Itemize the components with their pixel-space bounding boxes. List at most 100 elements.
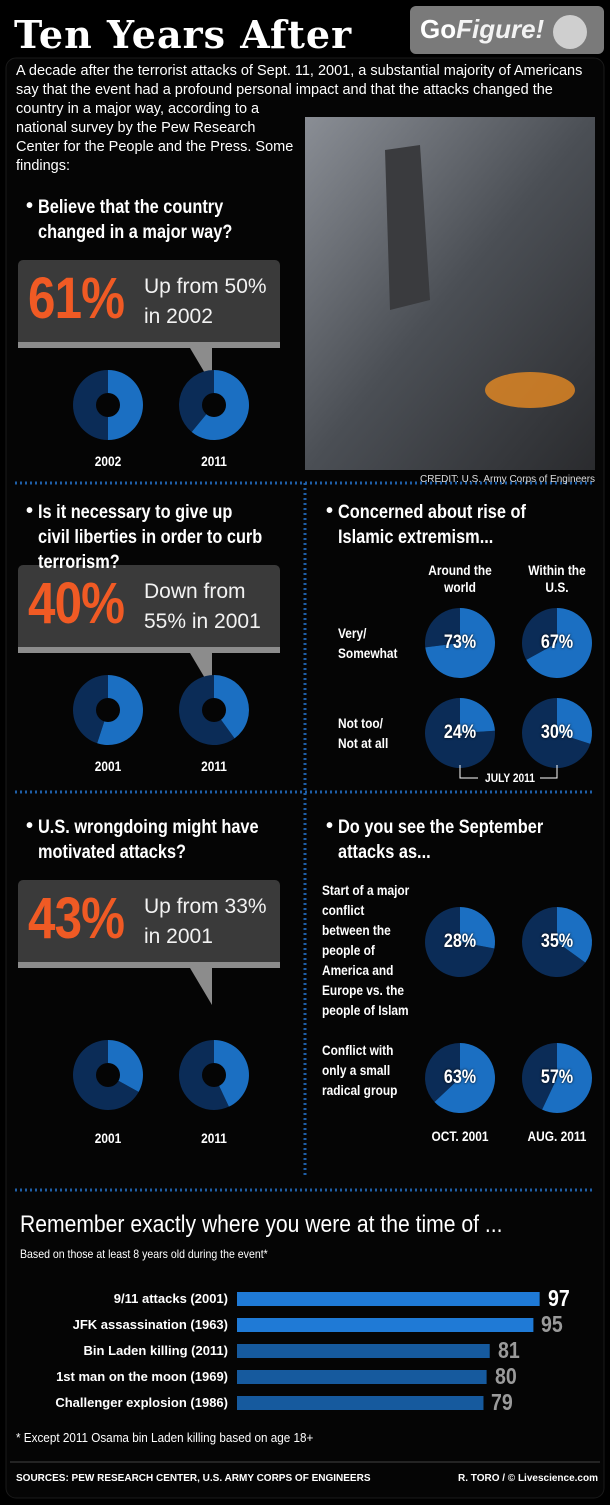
bar bbox=[237, 1292, 540, 1306]
pie-label: 2011 bbox=[201, 1130, 227, 1146]
pie-hole bbox=[202, 698, 226, 722]
pie-value-label: 24% bbox=[443, 722, 477, 743]
spacer bbox=[302, 100, 598, 480]
logo-box bbox=[410, 6, 604, 54]
logo-figure: Figure! bbox=[456, 14, 545, 44]
pie-remainder bbox=[522, 1043, 557, 1110]
bullet: • bbox=[26, 195, 34, 217]
pie-label: 2002 bbox=[94, 453, 122, 469]
pie-remainder bbox=[425, 608, 460, 648]
panel-title: Do you see the September attacks as... bbox=[338, 817, 544, 863]
logo-go: Go bbox=[420, 14, 457, 44]
logo: GoFigure! bbox=[420, 14, 544, 45]
bullet: • bbox=[26, 500, 34, 522]
chart-title: Remember exactly where you were at the t… bbox=[20, 1211, 503, 1238]
intro: A decade after the terrorist attacks of … bbox=[16, 62, 598, 480]
pie-value-label: 57% bbox=[540, 1067, 574, 1088]
panel-title: Is it necessary to give up civil liberti… bbox=[38, 502, 263, 573]
pie-remainder bbox=[425, 1043, 460, 1102]
footnote: * Except 2011 Osama bin Laden killing ba… bbox=[16, 1430, 314, 1445]
callout-pointer bbox=[190, 968, 212, 1005]
callout-box bbox=[18, 260, 280, 348]
pie-remainder bbox=[424, 907, 495, 977]
callout-text: Down from 55% in 2001 bbox=[144, 580, 261, 633]
pie-slice bbox=[460, 907, 496, 949]
pie-remainder bbox=[522, 608, 557, 660]
callout-rule bbox=[18, 647, 280, 653]
bar-label: JFK assassination (1963) bbox=[72, 1317, 228, 1332]
photo-ruin bbox=[385, 145, 430, 310]
callout-text: Up from 33% in 2001 bbox=[144, 895, 267, 948]
bar-label: Bin Laden killing (2011) bbox=[83, 1343, 228, 1358]
callout-text: Up from 50% in 2002 bbox=[144, 275, 267, 328]
pie-slice bbox=[108, 370, 143, 440]
pie-value-label: 30% bbox=[540, 722, 574, 743]
pie-value-label: 63% bbox=[443, 1067, 477, 1088]
pie-slice bbox=[214, 1040, 249, 1107]
credit: R. TORO / © Livescience.com bbox=[457, 1473, 598, 1484]
column-label: AUG. 2011 bbox=[527, 1128, 587, 1144]
bar-label: 1st man on the moon (1969) bbox=[56, 1369, 228, 1384]
callout-box bbox=[18, 565, 280, 653]
pie-slice bbox=[526, 608, 593, 678]
pie-label: 2011 bbox=[201, 758, 227, 774]
bullet: • bbox=[326, 815, 334, 837]
pie-remainder bbox=[522, 907, 586, 978]
pie-value-label: 67% bbox=[540, 632, 574, 653]
callout-rule bbox=[18, 342, 280, 348]
pie-value-label: 73% bbox=[443, 632, 477, 653]
callout-number: 61% bbox=[28, 266, 125, 331]
pie-slice bbox=[460, 698, 495, 733]
pie-slice bbox=[214, 675, 249, 739]
panel-title: U.S. wrongdoing might have motivated att… bbox=[38, 817, 259, 863]
pie-remainder bbox=[73, 675, 108, 744]
row-label: Conflict with only a small radical group bbox=[322, 1042, 398, 1098]
photo-credit: CREDIT: U.S. Army Corps of Engineers bbox=[420, 474, 596, 485]
bar-value: 97 bbox=[547, 1285, 570, 1311]
pie-hole bbox=[202, 393, 226, 417]
title: Ten Years After bbox=[14, 12, 353, 57]
separators bbox=[15, 481, 595, 1192]
callout-rule bbox=[18, 962, 280, 968]
pie-value-label: 28% bbox=[443, 931, 477, 952]
note-bracket bbox=[459, 765, 558, 779]
photo bbox=[305, 117, 595, 470]
bar-label: 9/11 attacks (2001) bbox=[113, 1291, 228, 1306]
bar-label: Challenger explosion (1986) bbox=[55, 1395, 228, 1410]
sources: SOURCES: PEW RESEARCH CENTER, U.S. ARMY … bbox=[16, 1473, 371, 1484]
pie-slice bbox=[434, 1043, 495, 1113]
bar bbox=[237, 1396, 484, 1410]
bar bbox=[237, 1370, 487, 1384]
pie-slice bbox=[542, 1043, 592, 1113]
bullet: • bbox=[26, 815, 34, 837]
pie-label: 2001 bbox=[94, 758, 122, 774]
bar bbox=[237, 1318, 534, 1332]
row-label: Not too/ Not at all bbox=[338, 715, 389, 751]
bar-value: 79 bbox=[491, 1389, 514, 1415]
pie-remainder bbox=[73, 370, 108, 440]
bar bbox=[237, 1344, 490, 1358]
row-label: Very/ Somewhat bbox=[338, 625, 398, 661]
row-label: Start of a major conflict between the pe… bbox=[322, 882, 410, 1018]
bar-value: 81 bbox=[497, 1337, 520, 1363]
pie-hole bbox=[202, 1063, 226, 1087]
callout-number: 43% bbox=[28, 886, 125, 951]
note: JULY 2011 bbox=[485, 771, 535, 785]
callout-box bbox=[18, 880, 280, 968]
bullet: • bbox=[326, 500, 334, 522]
pie-hole bbox=[96, 393, 120, 417]
panel-title: Believe that the country changed in a ma… bbox=[38, 197, 233, 243]
intro-text: A decade after the terrorist attacks of … bbox=[16, 63, 583, 174]
chart-subtitle: Based on those at least 8 years old duri… bbox=[20, 1247, 268, 1261]
pie-hole bbox=[96, 698, 120, 722]
pie-slice bbox=[557, 907, 593, 963]
pie-slice bbox=[557, 698, 592, 744]
pie-slice bbox=[425, 608, 495, 678]
pie-remainder bbox=[178, 370, 214, 432]
pie-remainder bbox=[522, 698, 591, 768]
pie-hole bbox=[96, 1063, 120, 1087]
panel-title: Concerned about rise of Islamic extremis… bbox=[338, 502, 526, 548]
bar-value: 95 bbox=[541, 1311, 564, 1337]
